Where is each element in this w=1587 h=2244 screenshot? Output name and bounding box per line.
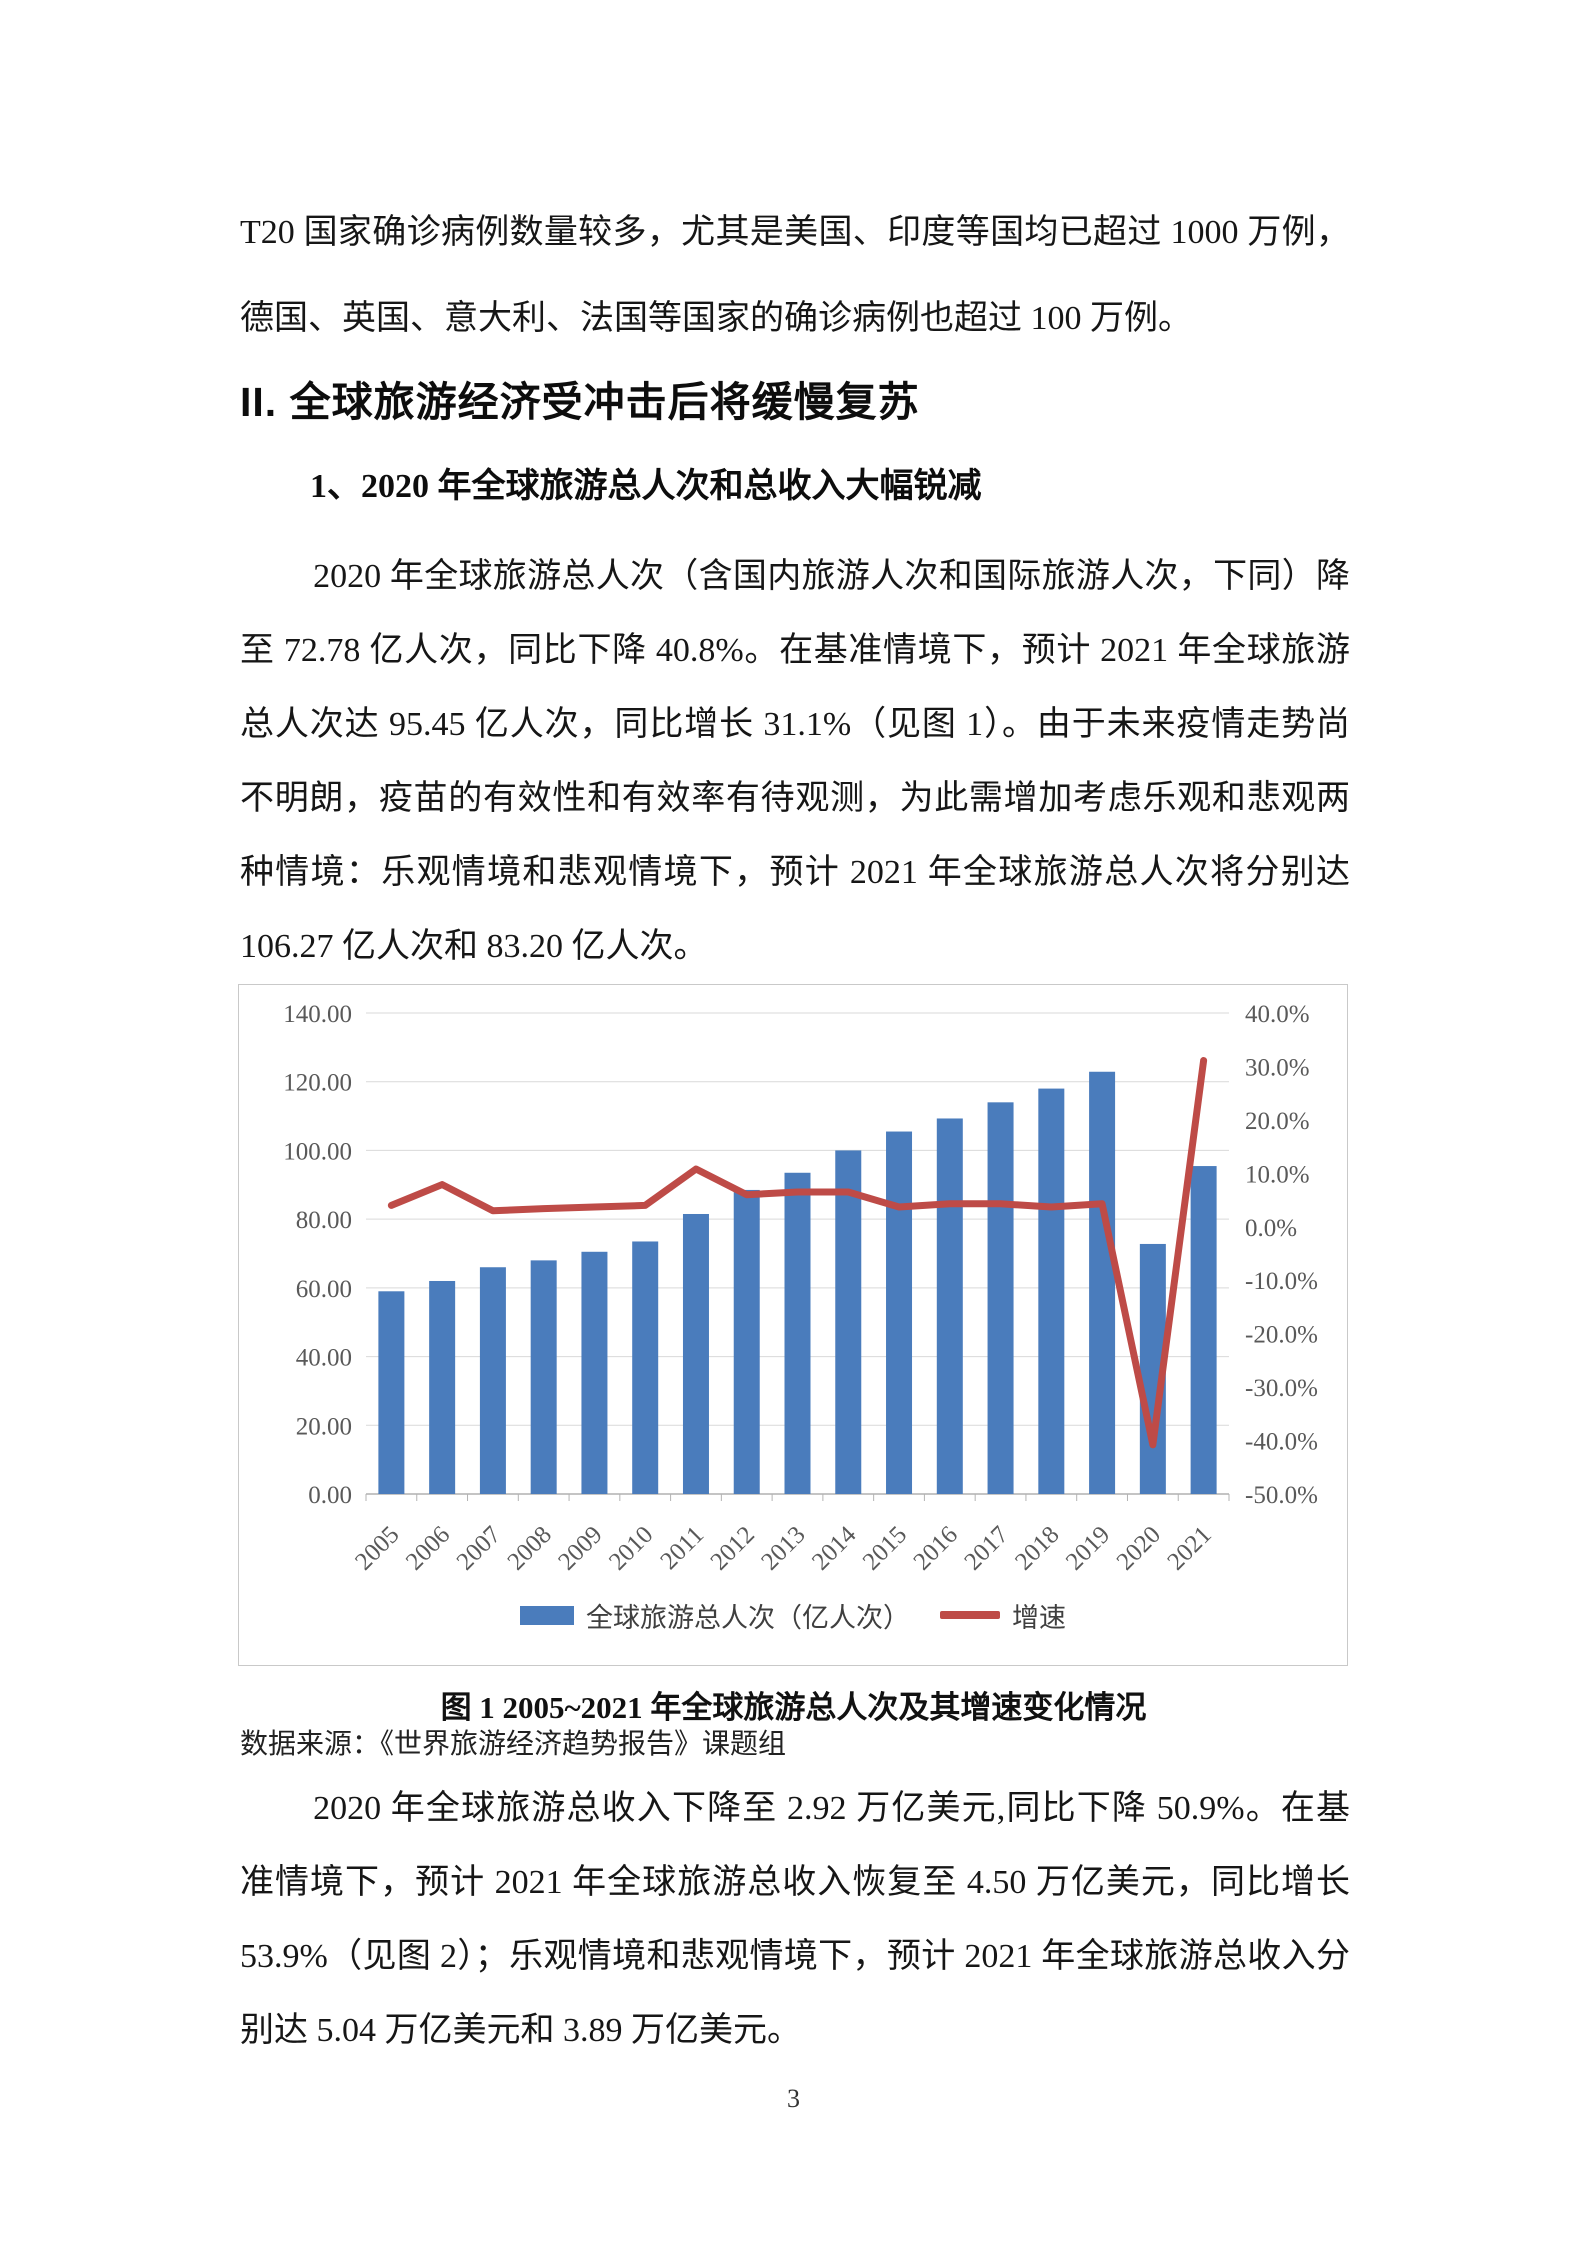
left-axis-tick-label: 120.00 <box>283 1070 352 1097</box>
paragraph-revenue: 2020 年全球旅游总收入下降至 2.92 万亿美元,同比下降 50.9%。在基… <box>240 1790 1350 2049</box>
paragraph-confirmed-cases: T20 国家确诊病例数量较多，尤其是美国、印度等国均已超过 1000 万例，德国… <box>240 214 1350 337</box>
right-axis-tick-label: 0.0% <box>1245 1215 1297 1242</box>
x-axis-label-2014: 2014 <box>807 1521 862 1576</box>
bar-2014 <box>835 1150 862 1494</box>
bar-2015 <box>886 1131 913 1494</box>
growth-rate-line <box>387 1057 1208 1449</box>
right-axis-tick-label: -20.0% <box>1245 1322 1318 1349</box>
x-axis-label-2010: 2010 <box>604 1521 658 1575</box>
chart-legend: 全球旅游总人次（亿人次） 增速 <box>239 1591 1347 1639</box>
x-axis-label-2007: 2007 <box>452 1521 506 1575</box>
bar-2008 <box>530 1260 557 1494</box>
right-axis-tick-label: -30.0% <box>1245 1375 1318 1402</box>
x-axis-label-2021: 2021 <box>1162 1521 1216 1575</box>
figure-data-source: 数据来源：《世界旅游经济趋势报告》课题组 <box>240 1729 787 1760</box>
bar-2011 <box>682 1213 709 1494</box>
figure-1-chart-frame: 0.00 20.00 40.00 60.00 80.00 100.00 120.00 140.… <box>238 984 1348 1666</box>
bar-2016 <box>936 1118 963 1494</box>
left-axis-tick-label: 20.00 <box>296 1413 352 1440</box>
line-series-swatch-icon <box>940 1611 1000 1619</box>
x-axis-label-2017: 2017 <box>959 1521 1013 1575</box>
right-axis-tick-label: 20.0% <box>1245 1108 1310 1135</box>
page-number: 3 <box>787 2084 800 2113</box>
right-axis-tick-label: 10.0% <box>1245 1161 1310 1188</box>
x-axis-label-2013: 2013 <box>756 1521 810 1575</box>
bar-2021 <box>1190 1166 1217 1494</box>
x-axis-label-2008: 2008 <box>502 1521 556 1575</box>
bar-2006 <box>429 1280 456 1494</box>
bar-2018 <box>1038 1088 1065 1494</box>
bar-2005 <box>378 1291 405 1494</box>
x-axis-label-2005: 2005 <box>350 1521 404 1575</box>
sub-section-heading: 1、2020 年全球旅游总人次和总收入大幅锐减 <box>310 468 982 505</box>
left-axis-tick-label: 60.00 <box>296 1276 352 1303</box>
bar-2019 <box>1089 1071 1116 1494</box>
x-axis-label-2020: 2020 <box>1112 1521 1166 1575</box>
bar-2009 <box>581 1251 608 1494</box>
x-axis-label-2012: 2012 <box>706 1521 760 1575</box>
section-heading: II. 全球旅游经济受冲击后将缓慢复苏 <box>240 379 920 425</box>
bar-series-swatch-icon <box>520 1605 574 1625</box>
x-axis-label-2019: 2019 <box>1061 1521 1115 1575</box>
right-axis-tick-label: -10.0% <box>1245 1268 1318 1295</box>
right-axis-tick-label: -50.0% <box>1245 1482 1318 1509</box>
right-axis-tick-label: 30.0% <box>1245 1054 1310 1081</box>
bar-series-legend-label: 全球旅游总人次（亿人次） <box>586 1602 910 1633</box>
bar-2012 <box>733 1189 760 1494</box>
x-axis-label-2011: 2011 <box>655 1521 709 1575</box>
tourism-combo-chart: 0.00 20.00 40.00 60.00 80.00 100.00 120.00 140.… <box>283 1001 1318 1576</box>
left-axis-tick-label: 140.00 <box>283 1001 352 1028</box>
figure-caption: 图 1 2005~2021 年全球旅游总人次及其增速变化情况 <box>440 1690 1147 1725</box>
x-axis-label-2018: 2018 <box>1010 1521 1064 1575</box>
left-axis-tick-label: 100.00 <box>283 1138 352 1165</box>
x-axis-label-2009: 2009 <box>553 1521 607 1575</box>
paragraph-tourist-numbers: 2020 年全球旅游总人次（含国内旅游人次和国际旅游人次，下同）降至 72.78… <box>240 558 1350 965</box>
x-axis-label-2006: 2006 <box>401 1521 455 1575</box>
bar-2007 <box>479 1267 506 1494</box>
right-axis-tick-label: -40.0% <box>1245 1429 1318 1456</box>
left-axis-tick-label: 40.00 <box>296 1345 352 1372</box>
bar-2010 <box>632 1241 659 1494</box>
bar-2013 <box>784 1172 811 1494</box>
x-axis-label-2016: 2016 <box>909 1521 963 1575</box>
line-series-legend-label: 增速 <box>1012 1602 1066 1633</box>
left-axis-tick-label: 0.00 <box>308 1482 352 1509</box>
x-axis-label-2015: 2015 <box>858 1521 912 1575</box>
bar-2017 <box>987 1102 1014 1494</box>
right-axis-tick-label: 40.0% <box>1245 1001 1310 1028</box>
left-axis-tick-label: 80.00 <box>296 1207 352 1234</box>
